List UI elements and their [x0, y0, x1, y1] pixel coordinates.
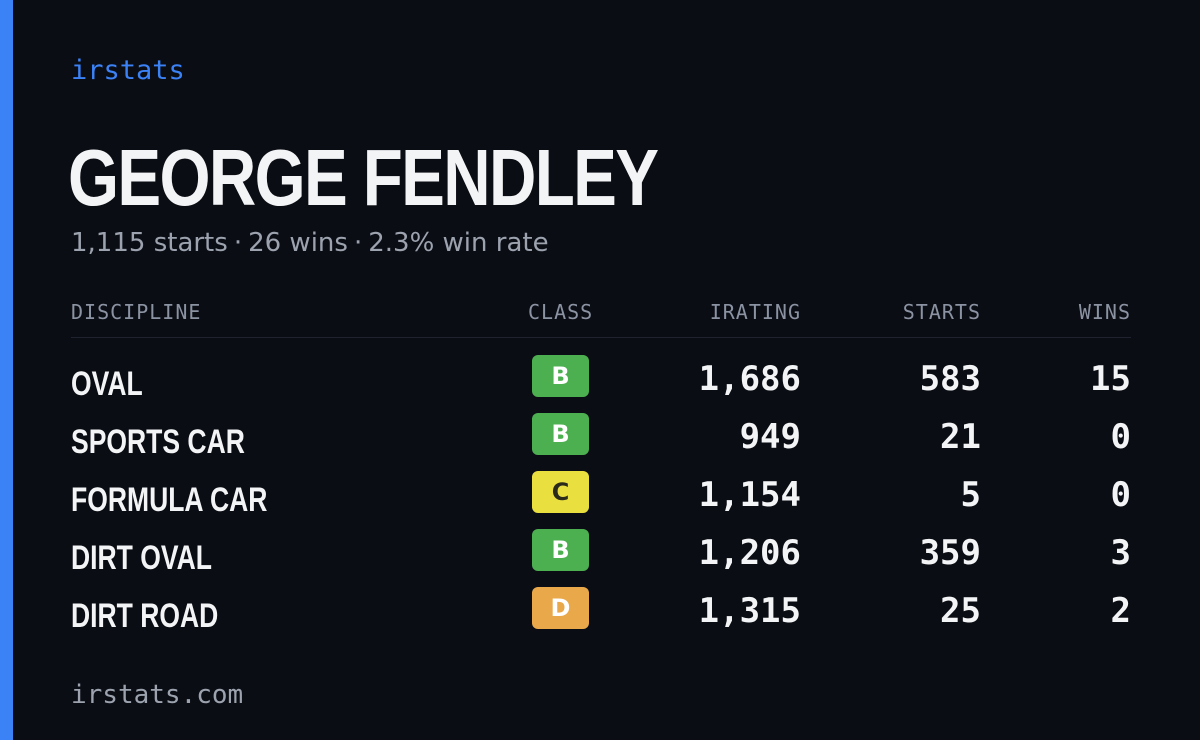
table-row: SPORTS CAR B 949 21 0 — [71, 413, 1131, 471]
table-row: DIRT OVAL B 1,206 359 3 — [71, 529, 1131, 587]
total-starts: 1,115 starts — [71, 228, 228, 258]
discipline-name: DIRT OVAL — [71, 539, 212, 577]
wins-value: 0 — [1110, 417, 1131, 457]
separator: · — [233, 228, 243, 258]
table-body: OVAL B 1,686 583 15 SPORTS CAR B 949 21 … — [71, 355, 1131, 645]
wins-value: 3 — [1110, 533, 1131, 573]
discipline-name: FORMULA CAR — [71, 481, 268, 519]
discipline-name: OVAL — [71, 365, 143, 403]
irating-value: 1,206 — [698, 533, 801, 573]
discipline-name: DIRT ROAD — [71, 597, 219, 635]
discipline-name: SPORTS CAR — [71, 423, 245, 461]
table-row: OVAL B 1,686 583 15 — [71, 355, 1131, 413]
class-badge: C — [532, 471, 589, 513]
starts-value: 25 — [940, 591, 981, 631]
table-row: DIRT ROAD D 1,315 25 2 — [71, 587, 1131, 645]
irating-value: 949 — [739, 417, 801, 457]
irating-value: 1,154 — [698, 475, 801, 515]
wins-value: 0 — [1110, 475, 1131, 515]
class-badge: B — [532, 529, 589, 571]
driver-summary: 1,115 starts · 26 wins · 2.3% win rate — [71, 228, 549, 258]
irating-value: 1,315 — [698, 591, 801, 631]
total-wins: 26 wins — [248, 228, 348, 258]
footer-url: irstats.com — [71, 680, 244, 710]
table-header: DISCIPLINE CLASS IRATING STARTS WINS — [71, 298, 1131, 338]
header-irating: IRATING — [709, 300, 801, 324]
starts-value: 359 — [919, 533, 981, 573]
header-wins: WINS — [1078, 300, 1131, 324]
win-rate: 2.3% win rate — [368, 228, 549, 258]
driver-name: GEORGE FENDLEY — [68, 133, 659, 222]
table-row: FORMULA CAR C 1,154 5 0 — [71, 471, 1131, 529]
irating-value: 1,686 — [698, 359, 801, 399]
starts-value: 5 — [960, 475, 981, 515]
class-badge: B — [532, 355, 589, 397]
starts-value: 21 — [940, 417, 981, 457]
accent-bar — [0, 0, 13, 740]
wins-value: 15 — [1090, 359, 1131, 399]
class-badge: B — [532, 413, 589, 455]
header-starts: STARTS — [902, 300, 981, 324]
discipline-table: DISCIPLINE CLASS IRATING STARTS WINS OVA… — [71, 298, 1131, 635]
starts-value: 583 — [919, 359, 981, 399]
wins-value: 2 — [1110, 591, 1131, 631]
class-badge: D — [532, 587, 589, 629]
separator: · — [353, 228, 363, 258]
header-class: CLASS — [528, 300, 594, 324]
brand-logo-text: irstats — [71, 55, 185, 86]
header-discipline: DISCIPLINE — [71, 300, 202, 324]
